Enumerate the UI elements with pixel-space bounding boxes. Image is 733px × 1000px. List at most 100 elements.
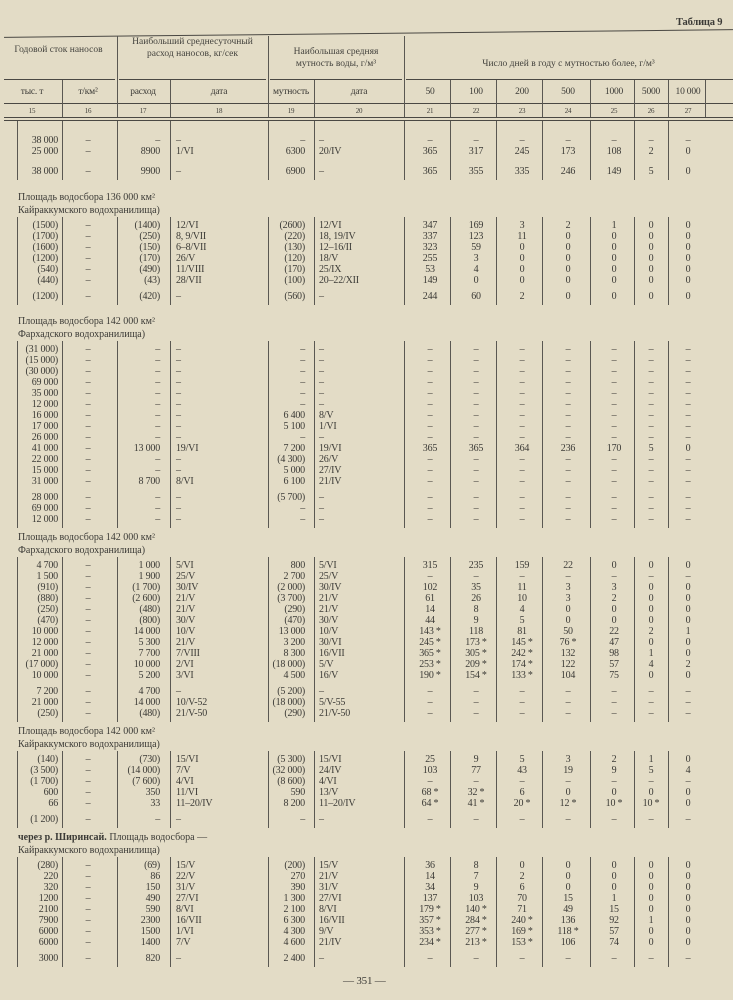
header-divider <box>590 80 591 117</box>
column-header: расход <box>130 87 156 97</box>
table-cell: 159 <box>514 560 530 571</box>
table-cell: 26 000 <box>31 432 59 443</box>
table-cell: 69 000 <box>31 503 59 514</box>
table-cell: – <box>427 135 433 146</box>
table-cell: – <box>648 410 654 421</box>
column-divider <box>404 557 405 722</box>
table-cell: 76 * <box>559 637 577 648</box>
table-cell: 103 <box>422 765 438 776</box>
column-divider <box>404 751 405 828</box>
table-cell: – <box>176 503 181 514</box>
table-cell: (31 000) <box>25 344 58 355</box>
table-cell: 150 <box>145 882 161 893</box>
table-cell: – <box>473 410 479 421</box>
table-cell: 1 <box>611 893 617 904</box>
table-cell: – <box>427 476 433 487</box>
table-cell: – <box>427 514 433 525</box>
table-cell: – <box>648 571 654 582</box>
table-cell: 2 <box>611 593 617 604</box>
table-cell: – <box>685 465 691 476</box>
table-cell: – <box>427 503 433 514</box>
table-cell: – <box>519 686 525 697</box>
table-cell: 41 * <box>467 798 485 809</box>
table-cell: 136 <box>560 915 576 926</box>
table-cell: 10 000 <box>31 670 59 681</box>
table-cell: – <box>319 953 324 964</box>
header-group-label: Число дней в году с мутностью более, г/м… <box>482 59 655 69</box>
table-cell: 0 <box>565 275 571 286</box>
table-cell: – <box>319 135 324 146</box>
table-cell: 390 <box>290 882 306 893</box>
table-cell: – <box>565 355 571 366</box>
table-cell: (18 000) <box>272 659 305 670</box>
table-cell: 11–20/IV <box>319 798 356 809</box>
table-cell: 27/VI <box>319 893 342 904</box>
table-cell: 0 <box>519 264 525 275</box>
table-cell: – <box>473 432 479 443</box>
table-cell: 0 <box>648 231 654 242</box>
table-cell: 15/V <box>176 860 196 871</box>
table-cell: 12 * <box>559 798 577 809</box>
column-divider <box>170 121 171 180</box>
table-cell: – <box>519 399 525 410</box>
table-cell: – <box>519 571 525 582</box>
table-cell: 9 <box>473 615 479 626</box>
table-cell: – <box>85 915 91 926</box>
table-cell: 0 <box>565 882 571 893</box>
table-cell: 1 <box>685 626 691 637</box>
table-cell: 0 <box>685 637 691 648</box>
table-cell: – <box>85 754 91 765</box>
table-cell: – <box>611 454 617 465</box>
column-divider <box>634 121 635 180</box>
table-cell: 9 <box>473 882 479 893</box>
table-cell: – <box>611 135 617 146</box>
table-cell: 4 700 <box>138 686 160 697</box>
table-cell: 1 900 <box>138 571 160 582</box>
section-heading-text: Площадь водосбора — <box>109 832 208 843</box>
table-cell: – <box>519 476 525 487</box>
table-cell: 0 <box>648 615 654 626</box>
table-cell: 3 200 <box>283 637 305 648</box>
table-cell: 0 <box>648 904 654 915</box>
table-cell: (200) <box>284 860 305 871</box>
table-cell: 0 <box>648 893 654 904</box>
header-divider <box>117 36 118 117</box>
table-cell: – <box>85 377 91 388</box>
table-cell: 3 <box>519 220 525 231</box>
table-cell: 106 <box>560 937 576 948</box>
column-header: 1000 <box>604 87 624 97</box>
column-divider <box>268 121 269 180</box>
table-cell: – <box>611 410 617 421</box>
table-cell: – <box>519 421 525 432</box>
table-cell: 17 000 <box>31 421 59 432</box>
table-cell: 0 <box>685 146 691 157</box>
table-cell: – <box>85 648 91 659</box>
table-cell: 0 <box>685 275 691 286</box>
table-cell: 21/IV <box>319 937 342 948</box>
table-cell: 0 <box>685 604 691 615</box>
table-cell: 244 <box>422 291 438 302</box>
table-cell: 92 <box>609 915 619 926</box>
page-number: — 351 — <box>343 975 386 987</box>
table-cell: 0 <box>648 604 654 615</box>
table-cell: 365 <box>422 443 438 454</box>
table-cell: (3 500) <box>30 765 58 776</box>
column-header: дата <box>210 87 228 97</box>
table-cell: 0 <box>648 637 654 648</box>
table-cell: – <box>85 355 91 366</box>
table-cell: – <box>611 432 617 443</box>
table-cell: 2 <box>611 754 617 765</box>
table-cell: 118 * <box>557 926 579 937</box>
column-divider <box>314 857 315 967</box>
table-cell: – <box>473 465 479 476</box>
header-group-rule <box>270 79 402 80</box>
table-cell: 12–16/II <box>319 242 352 253</box>
column-number: 20 <box>355 107 363 115</box>
table-cell: – <box>427 454 433 465</box>
table-cell: 0 <box>685 231 691 242</box>
table-cell: – <box>155 421 160 432</box>
table-cell: 8/VI <box>176 476 194 487</box>
table-cell: – <box>427 421 433 432</box>
table-cell: 30/V <box>176 615 196 626</box>
table-cell: 22 <box>563 560 573 571</box>
